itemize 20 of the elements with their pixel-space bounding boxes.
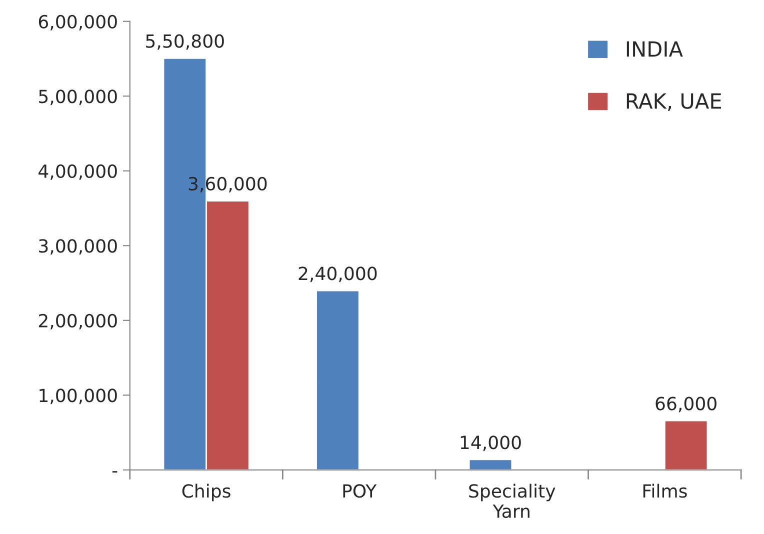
bar <box>468 458 513 470</box>
y-tick-label: - <box>112 471 118 473</box>
x-tick-label: Films <box>643 484 687 498</box>
x-tick-label: Chips <box>182 484 230 502</box>
y-tick-label: 1,00,000 <box>40 388 117 404</box>
legend-label: INDIA <box>626 41 683 57</box>
data-label: 5,50,800 <box>146 34 224 50</box>
y-tick-label: 2,00,000 <box>38 314 117 330</box>
y-tick-label: 5,00,000 <box>39 90 117 106</box>
y-tick-label: 3,00,000 <box>39 239 117 255</box>
bar <box>316 290 360 470</box>
data-label: 14,000 <box>460 436 521 452</box>
x-tick-label: POY <box>343 484 377 498</box>
data-label: 2,40,000 <box>298 266 377 282</box>
x-tick-label: Speciality Yarn <box>469 484 556 518</box>
y-tick-label: 6,00,000 <box>38 14 117 30</box>
y-tick-label: 4,00,000 <box>38 164 117 180</box>
legend-label: RAK, UAE <box>626 93 721 112</box>
bar <box>664 420 708 470</box>
data-label: 66,000 <box>656 396 716 412</box>
